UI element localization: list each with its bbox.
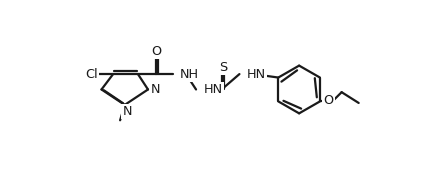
Text: HN: HN [246,68,266,81]
Text: NH: NH [180,68,199,81]
Text: O: O [151,45,161,58]
Text: N: N [122,105,132,118]
Text: HN: HN [204,83,223,96]
Text: O: O [323,94,334,107]
Text: Cl: Cl [85,68,98,81]
Text: S: S [219,61,227,74]
Text: N: N [151,83,161,96]
